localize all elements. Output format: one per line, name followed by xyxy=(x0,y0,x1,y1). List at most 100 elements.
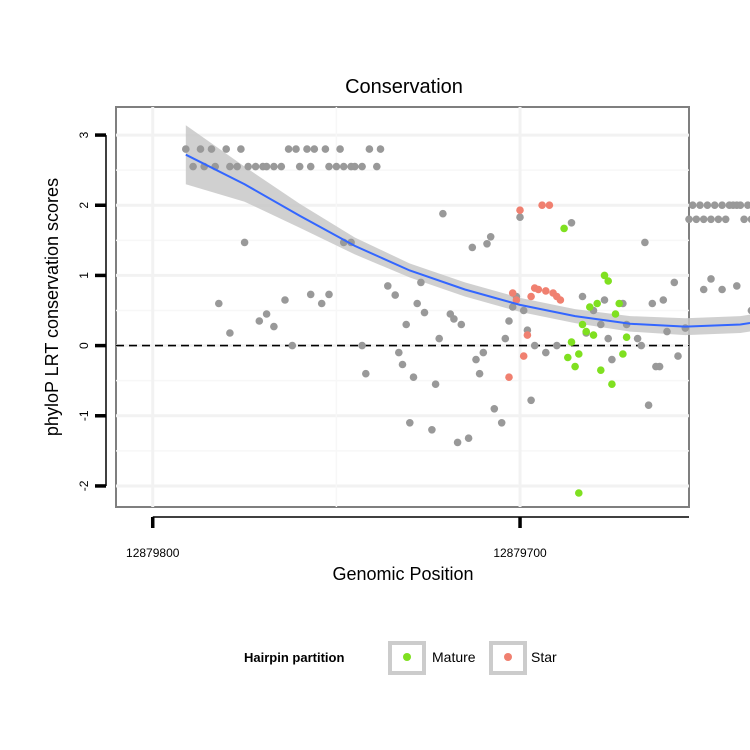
point-other xyxy=(501,334,510,343)
point-other xyxy=(505,317,513,325)
point-other xyxy=(406,419,414,427)
point-other xyxy=(435,334,444,343)
x-axis-title: Genomic Position xyxy=(332,564,473,584)
point-other xyxy=(362,369,370,378)
point-other xyxy=(339,162,348,171)
point-other xyxy=(457,320,466,329)
point-other xyxy=(685,215,693,224)
y-tick-label: 3 xyxy=(77,131,91,138)
point-other xyxy=(439,209,447,218)
point-other xyxy=(262,310,271,318)
point-other xyxy=(244,162,252,171)
point-star xyxy=(527,292,535,301)
point-other xyxy=(604,334,612,343)
point-other xyxy=(384,282,392,290)
point-other xyxy=(597,320,605,329)
point-mature xyxy=(611,310,620,318)
point-other xyxy=(674,352,682,360)
point-other xyxy=(718,201,726,209)
point-other xyxy=(295,162,304,171)
point-other xyxy=(310,145,319,153)
point-mature xyxy=(564,353,572,362)
point-other xyxy=(226,329,234,337)
point-mature xyxy=(615,299,623,308)
point-star xyxy=(538,201,546,209)
point-other xyxy=(644,401,653,410)
point-other xyxy=(508,303,517,311)
point-other xyxy=(633,334,642,343)
point-other xyxy=(475,369,484,378)
point-star xyxy=(508,289,517,297)
point-star xyxy=(534,285,543,294)
point-other xyxy=(240,238,249,247)
point-other xyxy=(608,355,616,364)
point-star xyxy=(556,296,565,304)
point-other xyxy=(222,145,230,153)
point-star xyxy=(516,206,524,214)
point-other xyxy=(530,341,539,350)
point-other xyxy=(747,215,750,223)
point-other xyxy=(696,201,704,209)
x-tick-label: 12879800 xyxy=(126,546,180,560)
point-mature xyxy=(604,277,612,285)
legend: Hairpin partition Mature Star xyxy=(244,641,557,675)
point-other xyxy=(358,162,366,171)
point-other xyxy=(373,162,381,171)
point-star xyxy=(519,352,528,360)
point-other xyxy=(365,145,374,153)
point-other xyxy=(740,215,748,224)
point-other xyxy=(553,341,561,350)
point-other xyxy=(527,396,535,405)
point-other xyxy=(688,201,697,209)
point-other xyxy=(336,145,344,153)
point-other xyxy=(325,162,333,171)
point-other xyxy=(233,162,241,171)
point-other xyxy=(413,299,422,308)
point-other xyxy=(395,348,403,357)
point-other xyxy=(288,341,297,350)
point-other xyxy=(270,162,278,171)
point-other xyxy=(303,145,311,153)
point-mature xyxy=(575,350,583,358)
point-other xyxy=(744,201,750,209)
point-other xyxy=(479,348,488,357)
point-other xyxy=(226,162,234,171)
point-other xyxy=(641,238,649,247)
legend-title: Hairpin partition xyxy=(244,650,344,665)
point-other xyxy=(670,278,679,287)
point-mature xyxy=(560,224,568,233)
point-other xyxy=(398,360,407,369)
point-mature xyxy=(600,271,609,280)
point-other xyxy=(420,308,429,317)
point-other xyxy=(718,285,726,294)
y-tick-label: 1 xyxy=(77,272,91,279)
point-other xyxy=(699,285,708,294)
point-other xyxy=(659,296,668,304)
point-other xyxy=(710,201,719,209)
point-mature xyxy=(582,327,590,336)
smooth-confidence-band xyxy=(185,125,750,336)
point-other xyxy=(270,322,278,331)
point-other xyxy=(663,327,671,336)
point-other xyxy=(376,145,385,153)
chart-title: Conservation xyxy=(345,76,463,98)
point-other xyxy=(655,362,664,371)
point-mature xyxy=(567,338,576,346)
point-star xyxy=(542,287,550,295)
y-tick-label: -1 xyxy=(77,410,91,421)
point-other xyxy=(453,438,462,447)
point-other xyxy=(600,296,609,304)
point-other xyxy=(277,162,286,171)
point-other xyxy=(707,275,715,283)
point-other xyxy=(733,282,741,290)
point-other xyxy=(417,278,425,287)
point-other xyxy=(483,240,491,248)
point-other xyxy=(519,306,528,315)
point-other xyxy=(468,243,477,252)
point-other xyxy=(714,215,723,224)
point-other xyxy=(351,162,359,171)
point-other xyxy=(747,306,750,315)
y-axis-title: phyloP LRT conservation scores xyxy=(42,178,62,436)
point-other xyxy=(262,162,271,171)
y-tick-label: -2 xyxy=(77,480,91,491)
